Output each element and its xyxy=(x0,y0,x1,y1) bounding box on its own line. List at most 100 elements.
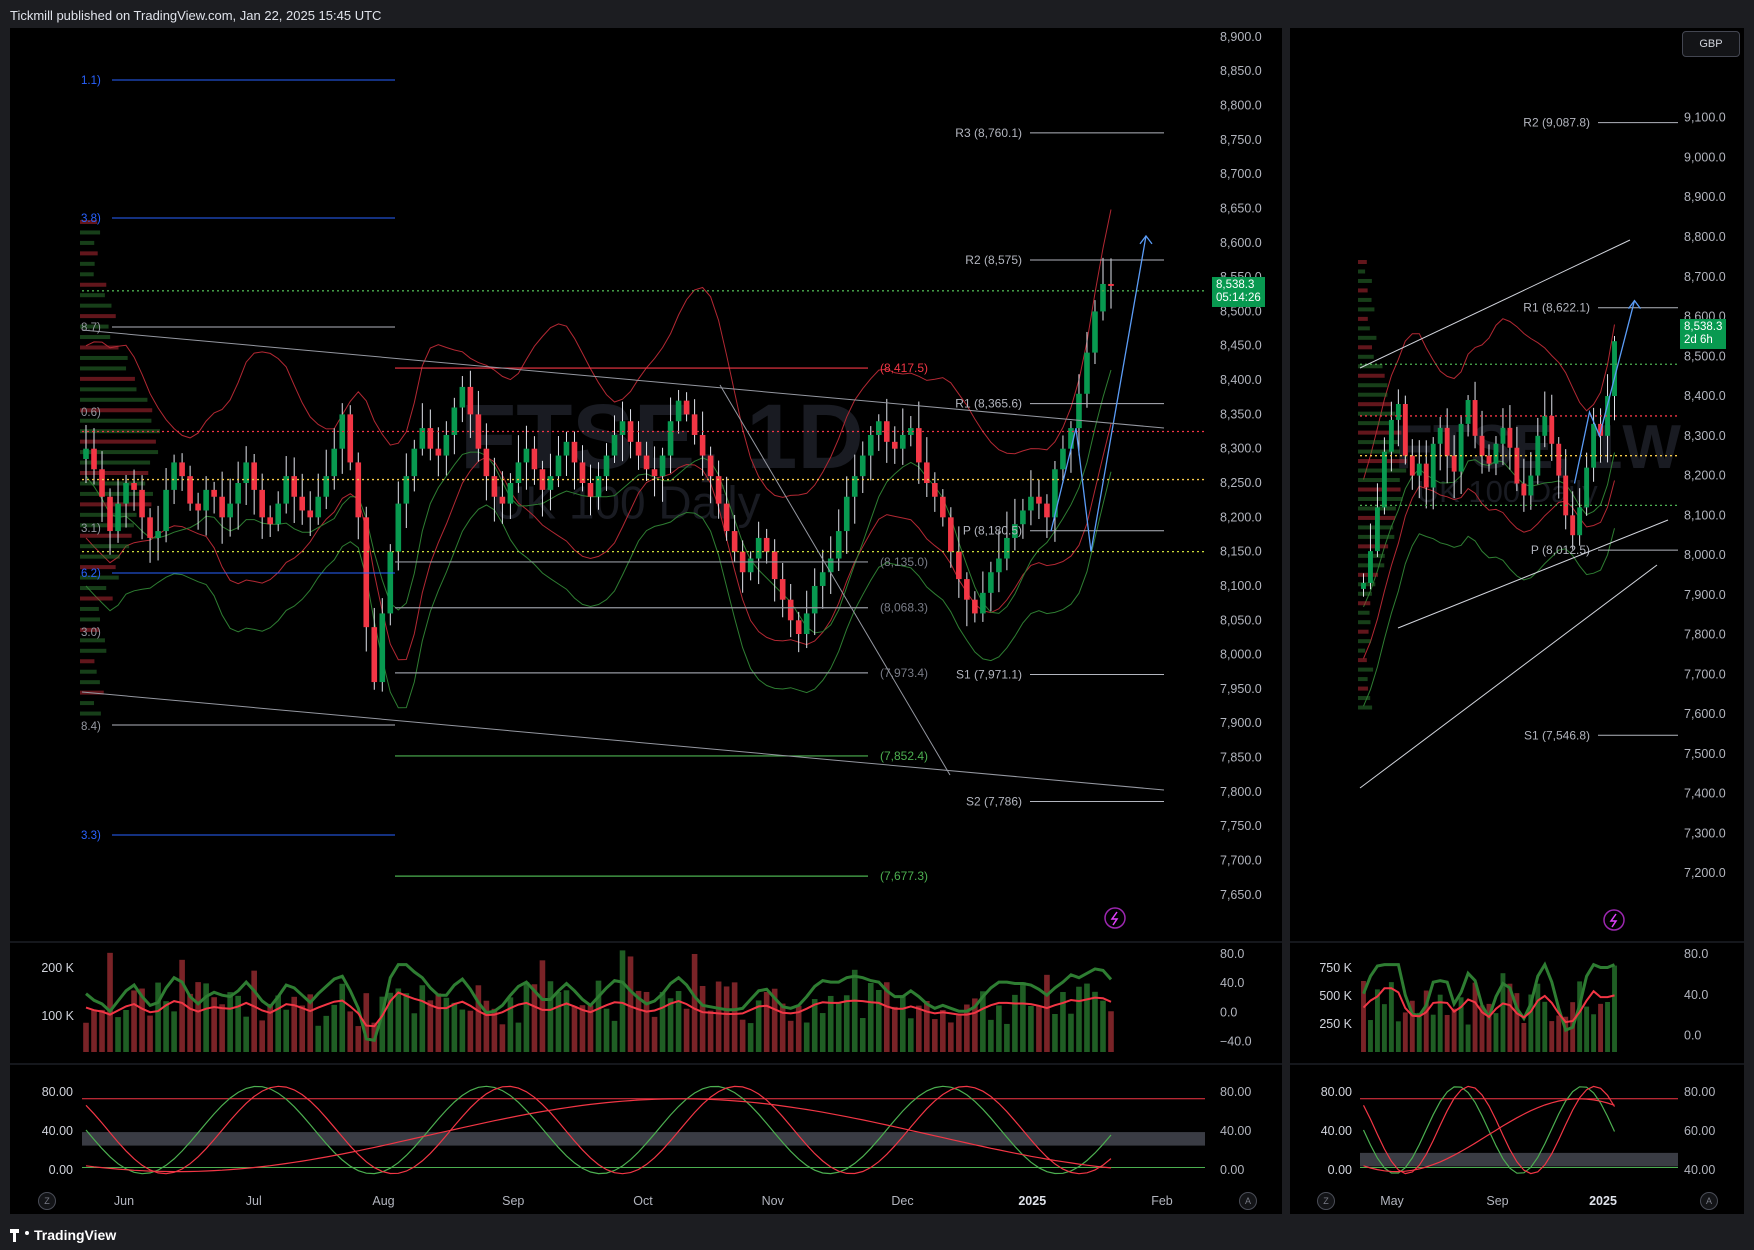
daily-candle[interactable] xyxy=(731,531,738,552)
weekly-a-button[interactable]: A xyxy=(1700,1192,1718,1210)
daily-candle[interactable] xyxy=(619,421,626,435)
weekly-z-button[interactable]: Z xyxy=(1317,1192,1335,1210)
daily-candle[interactable] xyxy=(299,496,306,511)
daily-candle[interactable] xyxy=(107,496,113,532)
daily-z-button[interactable]: Z xyxy=(38,1192,56,1210)
daily-candle[interactable] xyxy=(203,489,209,511)
daily-candle[interactable] xyxy=(972,599,978,614)
weekly-candle[interactable] xyxy=(1591,423,1597,468)
daily-candle[interactable] xyxy=(611,434,618,456)
weekly-candle[interactable] xyxy=(1423,463,1429,488)
daily-candle[interactable] xyxy=(940,496,946,518)
daily-candle[interactable] xyxy=(371,627,378,683)
daily-candle[interactable] xyxy=(1052,469,1058,518)
daily-candle[interactable] xyxy=(875,421,882,435)
daily-candle[interactable] xyxy=(659,455,666,477)
daily-candle[interactable] xyxy=(803,613,810,635)
daily-candle[interactable] xyxy=(1092,311,1098,353)
daily-candle[interactable] xyxy=(1020,510,1026,525)
weekly-candle[interactable] xyxy=(1409,455,1415,476)
daily-candle[interactable] xyxy=(603,455,610,477)
daily-candle[interactable] xyxy=(99,469,105,497)
weekly-candle[interactable] xyxy=(1577,507,1583,536)
currency-button[interactable]: GBP xyxy=(1682,31,1740,57)
daily-candle[interactable] xyxy=(1084,352,1090,394)
daily-lightning-icon[interactable] xyxy=(1104,907,1126,929)
daily-candle[interactable] xyxy=(115,503,121,532)
daily-candle[interactable] xyxy=(523,448,530,463)
daily-candle[interactable] xyxy=(483,448,490,477)
weekly-candle[interactable] xyxy=(1451,455,1457,472)
daily-candle[interactable] xyxy=(827,558,834,573)
daily-candle[interactable] xyxy=(243,462,249,484)
daily-candle[interactable] xyxy=(675,400,682,422)
daily-candle[interactable] xyxy=(627,421,634,442)
daily-candle[interactable] xyxy=(491,476,498,497)
daily-candle[interactable] xyxy=(363,517,370,628)
daily-candle[interactable] xyxy=(323,476,330,497)
daily-candle[interactable] xyxy=(171,462,177,490)
daily-candle[interactable] xyxy=(347,414,354,463)
weekly-candle[interactable] xyxy=(1402,404,1408,456)
daily-candle[interactable] xyxy=(411,448,418,477)
daily-candle[interactable] xyxy=(867,434,874,456)
daily-candle[interactable] xyxy=(843,496,850,532)
daily-candle[interactable] xyxy=(195,503,201,511)
daily-candle[interactable] xyxy=(899,434,906,449)
daily-candle[interactable] xyxy=(980,592,986,614)
daily-candle[interactable] xyxy=(988,572,994,593)
daily-candle[interactable] xyxy=(643,455,650,470)
daily-candle[interactable] xyxy=(835,531,842,559)
daily-candle[interactable] xyxy=(259,489,265,518)
daily-candle[interactable] xyxy=(275,503,281,525)
daily-a-button[interactable]: A xyxy=(1239,1192,1257,1210)
daily-candle[interactable] xyxy=(964,579,970,600)
daily-candle[interactable] xyxy=(155,531,161,538)
weekly-candle[interactable] xyxy=(1507,427,1513,448)
daily-candle[interactable] xyxy=(1036,496,1042,504)
daily-candle[interactable] xyxy=(907,428,914,435)
daily-candle[interactable] xyxy=(291,476,298,497)
daily-candle[interactable] xyxy=(948,517,954,552)
daily-candle[interactable] xyxy=(91,448,97,470)
daily-candle[interactable] xyxy=(123,483,129,504)
daily-candle[interactable] xyxy=(763,537,770,552)
daily-candle[interactable] xyxy=(996,558,1002,573)
daily-candle[interactable] xyxy=(924,462,930,484)
weekly-candle[interactable] xyxy=(1521,483,1527,496)
daily-candle[interactable] xyxy=(1068,428,1074,449)
weekly-candle[interactable] xyxy=(1500,427,1506,444)
daily-candle[interactable] xyxy=(283,476,290,504)
weekly-candle[interactable] xyxy=(1570,515,1576,536)
weekly-candle[interactable] xyxy=(1381,451,1387,508)
daily-candle[interactable] xyxy=(771,551,778,580)
daily-candle[interactable] xyxy=(267,517,273,525)
daily-candle[interactable] xyxy=(531,448,538,470)
daily-candle[interactable] xyxy=(555,455,562,477)
daily-candle[interactable] xyxy=(1060,448,1066,470)
daily-candle[interactable] xyxy=(307,510,314,518)
daily-candle[interactable] xyxy=(715,476,722,504)
weekly-candle[interactable] xyxy=(1458,423,1464,472)
daily-candle[interactable] xyxy=(395,503,402,552)
weekly-candle[interactable] xyxy=(1486,455,1492,464)
daily-candle[interactable] xyxy=(403,476,410,504)
weekly-candle[interactable] xyxy=(1361,582,1366,589)
daily-candle[interactable] xyxy=(932,483,938,497)
daily-candle[interactable] xyxy=(355,462,362,518)
daily-candle[interactable] xyxy=(147,517,153,538)
weekly-candle[interactable] xyxy=(1605,396,1610,436)
weekly-candle[interactable] xyxy=(1465,400,1471,424)
weekly-candle[interactable] xyxy=(1430,443,1436,488)
daily-candle[interactable] xyxy=(787,599,794,621)
daily-candle[interactable] xyxy=(331,448,338,477)
daily-candle[interactable] xyxy=(851,476,858,497)
daily-candle[interactable] xyxy=(443,434,450,456)
weekly-lightning-icon[interactable] xyxy=(1603,909,1625,931)
daily-candle[interactable] xyxy=(651,469,658,477)
daily-candle[interactable] xyxy=(83,448,89,459)
daily-candle[interactable] xyxy=(379,613,386,683)
daily-candle[interactable] xyxy=(459,386,466,408)
daily-candle[interactable] xyxy=(723,503,730,532)
daily-candle[interactable] xyxy=(563,441,570,456)
